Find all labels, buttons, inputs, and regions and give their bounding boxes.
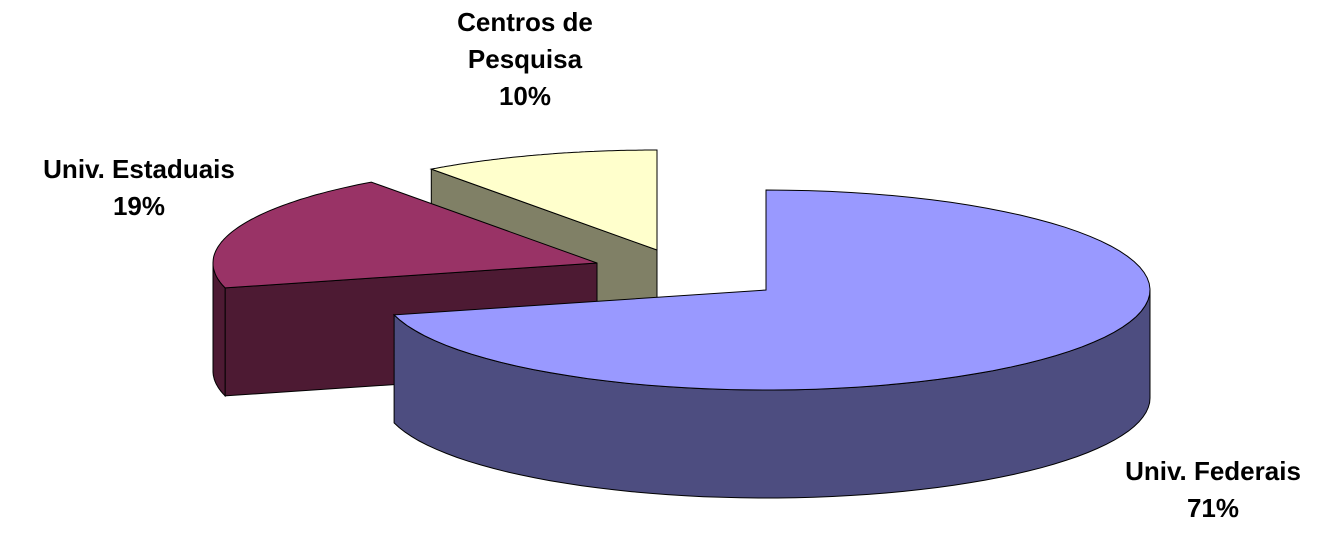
category-name: Centros de Pesquisa: [457, 7, 593, 74]
slice-label: Univ. Federais 71%: [1063, 453, 1337, 527]
slice: [429, 149, 658, 251]
slice: [212, 181, 598, 289]
slice-label: Univ. Estaduais 19%: [0, 151, 289, 225]
value-label: 19%: [112, 191, 166, 221]
category-name: Univ. Estaduais: [43, 154, 235, 184]
slice-label: Centros de Pesquisa 10%: [410, 4, 640, 115]
value-label: 10%: [498, 81, 552, 111]
category-name: Univ. Federais: [1125, 456, 1301, 486]
value-label: 71%: [1186, 493, 1240, 523]
slice: [392, 189, 1151, 391]
